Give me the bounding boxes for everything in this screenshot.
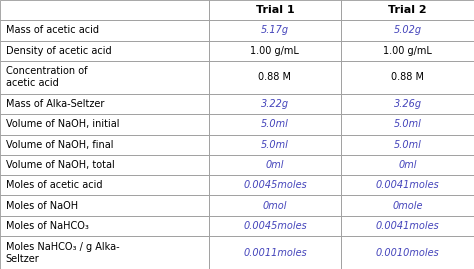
Text: Moles of NaHCO₃: Moles of NaHCO₃ xyxy=(6,221,89,231)
Text: Volume of NaOH, initial: Volume of NaOH, initial xyxy=(6,119,119,129)
Bar xyxy=(0,236,209,269)
Bar xyxy=(341,216,474,236)
Text: 0.88 M: 0.88 M xyxy=(391,72,424,82)
Text: 0ml: 0ml xyxy=(265,160,284,170)
Text: 0mol: 0mol xyxy=(263,201,287,211)
Bar xyxy=(341,196,474,216)
Bar xyxy=(341,0,474,20)
Text: 0.0045moles: 0.0045moles xyxy=(243,180,307,190)
Text: Concentration of
acetic acid: Concentration of acetic acid xyxy=(6,66,87,89)
Bar xyxy=(0,61,209,94)
Bar xyxy=(209,216,341,236)
Text: Mass of Alka-Seltzer: Mass of Alka-Seltzer xyxy=(6,99,104,109)
Bar xyxy=(341,155,474,175)
Text: 0.88 M: 0.88 M xyxy=(258,72,292,82)
Text: 0mole: 0mole xyxy=(392,201,423,211)
Text: 0.0041moles: 0.0041moles xyxy=(376,221,439,231)
Text: 5.17g: 5.17g xyxy=(261,26,289,36)
Text: Volume of NaOH, total: Volume of NaOH, total xyxy=(6,160,114,170)
Text: Trial 1: Trial 1 xyxy=(255,5,294,15)
Bar xyxy=(341,114,474,134)
Text: Mass of acetic acid: Mass of acetic acid xyxy=(6,26,99,36)
Bar xyxy=(341,94,474,114)
Bar xyxy=(209,196,341,216)
Bar xyxy=(0,94,209,114)
Text: 3.26g: 3.26g xyxy=(393,99,422,109)
Text: 0.0041moles: 0.0041moles xyxy=(376,180,439,190)
Bar xyxy=(209,114,341,134)
Text: 3.22g: 3.22g xyxy=(261,99,289,109)
Bar xyxy=(341,41,474,61)
Bar xyxy=(209,0,341,20)
Text: Moles NaHCO₃ / g Alka-
Seltzer: Moles NaHCO₃ / g Alka- Seltzer xyxy=(6,242,119,264)
Bar xyxy=(341,175,474,196)
Text: Trial 2: Trial 2 xyxy=(388,5,427,15)
Bar xyxy=(0,41,209,61)
Text: 0.0010moles: 0.0010moles xyxy=(376,247,439,257)
Text: Moles of acetic acid: Moles of acetic acid xyxy=(6,180,102,190)
Bar xyxy=(341,134,474,155)
Bar xyxy=(209,155,341,175)
Bar xyxy=(209,41,341,61)
Bar xyxy=(209,94,341,114)
Text: 0ml: 0ml xyxy=(398,160,417,170)
Bar xyxy=(0,20,209,41)
Bar xyxy=(209,134,341,155)
Text: 1.00 g/mL: 1.00 g/mL xyxy=(250,46,300,56)
Text: 1.00 g/mL: 1.00 g/mL xyxy=(383,46,432,56)
Bar xyxy=(0,134,209,155)
Bar xyxy=(209,61,341,94)
Text: 5.0ml: 5.0ml xyxy=(394,140,421,150)
Text: Moles of NaOH: Moles of NaOH xyxy=(6,201,78,211)
Bar xyxy=(0,175,209,196)
Text: 5.0ml: 5.0ml xyxy=(261,119,289,129)
Text: Volume of NaOH, final: Volume of NaOH, final xyxy=(6,140,113,150)
Bar xyxy=(341,236,474,269)
Bar xyxy=(341,20,474,41)
Text: 5.0ml: 5.0ml xyxy=(394,119,421,129)
Text: 5.0ml: 5.0ml xyxy=(261,140,289,150)
Bar xyxy=(341,61,474,94)
Bar xyxy=(0,0,209,20)
Bar xyxy=(0,216,209,236)
Bar xyxy=(0,155,209,175)
Text: Density of acetic acid: Density of acetic acid xyxy=(6,46,111,56)
Bar xyxy=(0,114,209,134)
Bar xyxy=(209,20,341,41)
Text: 0.0011moles: 0.0011moles xyxy=(243,247,307,257)
Text: 0.0045moles: 0.0045moles xyxy=(243,221,307,231)
Bar xyxy=(209,236,341,269)
Bar xyxy=(0,196,209,216)
Bar xyxy=(209,175,341,196)
Text: 5.02g: 5.02g xyxy=(393,26,422,36)
